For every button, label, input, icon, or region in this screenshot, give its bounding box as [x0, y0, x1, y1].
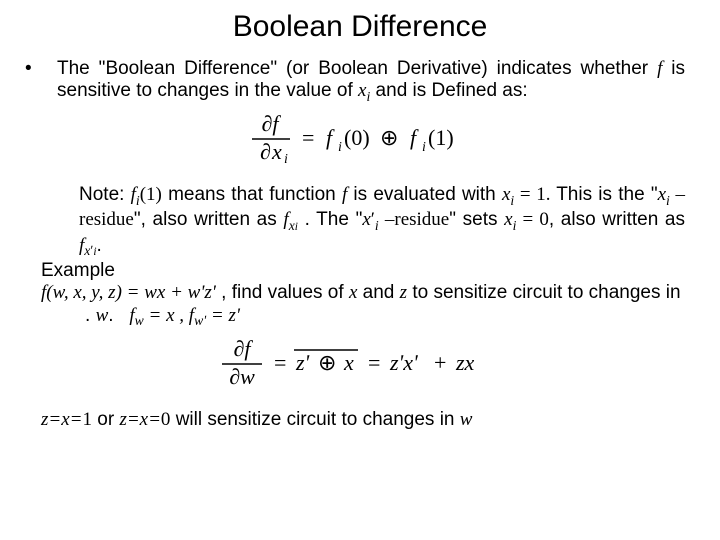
- eq1-f2: f: [410, 125, 419, 150]
- eq-val: = 1: [514, 184, 546, 205]
- text: .: [97, 235, 102, 256]
- text: .: [85, 305, 96, 326]
- eq2-x: x: [343, 350, 354, 375]
- text: will sensitize circuit to changes in: [170, 409, 459, 430]
- sub-wprime: wʹ: [194, 313, 206, 328]
- eq1-arg2: (1): [428, 125, 454, 150]
- eq-x: = x: [144, 305, 175, 326]
- text: and: [357, 282, 399, 303]
- text: The ": [57, 58, 105, 79]
- eq2-lhs-bot: ∂w: [229, 364, 255, 389]
- text: and is Defined as:: [370, 80, 527, 101]
- eq-val: = 0: [516, 209, 548, 230]
- text-or: or: [92, 409, 119, 430]
- text: This is the ": [556, 184, 657, 205]
- equation-2: ∂f ∂w = zʹ ⊕ x = zʹxʹ + zx: [35, 336, 685, 399]
- eq1-equals: =: [302, 125, 314, 150]
- eq1-lhs-x: x: [271, 139, 282, 164]
- comma: ,: [175, 305, 189, 326]
- period: .: [546, 184, 556, 205]
- eq2-term2: zx: [455, 350, 475, 375]
- eq2-plus: +: [434, 350, 446, 375]
- sub-i: i: [666, 193, 670, 208]
- subsub-i: i: [93, 246, 96, 258]
- sub-i: i: [513, 218, 517, 233]
- example-function: f(w, x, y, z) = wx + wʹzʹ: [41, 282, 216, 303]
- text: to sensitize circuit to changes in: [407, 282, 681, 303]
- eq2-equals2: =: [368, 350, 380, 375]
- text: . The ": [298, 209, 362, 230]
- eq1-f1: f: [326, 125, 335, 150]
- text: .: [108, 305, 129, 326]
- text: is evaluated with: [347, 184, 502, 205]
- text: ", also written as: [134, 209, 284, 230]
- sub-w: w: [135, 313, 144, 328]
- bullet: •: [41, 58, 57, 80]
- var-x: x: [658, 184, 666, 205]
- text: " (or Boolean Derivative) indicates whet…: [270, 58, 657, 79]
- eq1-lhs-d: ∂: [260, 139, 271, 164]
- text: z=x=: [119, 409, 160, 430]
- eq2-lhs-top: ∂f: [234, 336, 254, 361]
- var-x: x: [362, 209, 370, 230]
- eq1-lhs-top: ∂f: [262, 111, 282, 136]
- var-z: z: [400, 282, 407, 303]
- equation-1: ∂f ∂ x i = f i (0) ⊕ f i (1): [35, 111, 685, 174]
- var-w: w: [460, 409, 473, 430]
- note-paragraph: Note: fi(1) means that function f is eva…: [35, 184, 685, 259]
- conclusion: z=x=1 or z=x=0 will sensitize circuit to…: [35, 409, 685, 431]
- eq1-lhs-i: i: [284, 152, 288, 167]
- subsub-i: i: [295, 221, 298, 233]
- text: " sets: [449, 209, 504, 230]
- val-0: 0: [161, 409, 171, 430]
- eq-zprime: = zʹ: [206, 305, 240, 326]
- slide-title: Boolean Difference: [35, 10, 685, 44]
- val-1: 1: [82, 409, 92, 430]
- text: means that function: [162, 184, 342, 205]
- example-label: Example: [35, 260, 685, 282]
- example-line2: . w. fw = x , fwʹ = zʹ: [41, 305, 685, 330]
- text: , find values of: [216, 282, 349, 303]
- sub-i: i: [366, 89, 370, 104]
- var-w: w: [96, 305, 109, 326]
- term-boolean-difference: Boolean Difference: [105, 58, 270, 79]
- text: z=x=: [41, 409, 82, 430]
- example-body: f(w, x, y, z) = wx + wʹzʹ , find values …: [35, 282, 685, 329]
- var-f: f: [283, 209, 288, 230]
- eq1-arg1: (0): [344, 125, 370, 150]
- var-x: x: [504, 209, 512, 230]
- eq2-xor: ⊕: [318, 350, 336, 375]
- eq1-i1: i: [338, 140, 342, 155]
- eq1-xor: ⊕: [380, 125, 398, 150]
- eq2-term1: zʹxʹ: [389, 350, 418, 375]
- var-f: f: [129, 305, 134, 326]
- arg: (1): [140, 184, 162, 205]
- sub-i: i: [375, 218, 379, 233]
- text: , also written as: [549, 209, 685, 230]
- sub-x: x: [289, 218, 295, 233]
- text: Note:: [79, 184, 131, 205]
- slide-container: Boolean Difference •The "Boolean Differe…: [0, 0, 720, 540]
- eq2-zprime: zʹ: [295, 350, 310, 375]
- sub-i: i: [136, 193, 140, 208]
- residue: –residue: [379, 209, 450, 230]
- eq2-equals1: =: [274, 350, 286, 375]
- definition-paragraph: •The "Boolean Difference" (or Boolean De…: [35, 58, 685, 105]
- sub-i: i: [510, 193, 514, 208]
- eq1-i2: i: [422, 140, 426, 155]
